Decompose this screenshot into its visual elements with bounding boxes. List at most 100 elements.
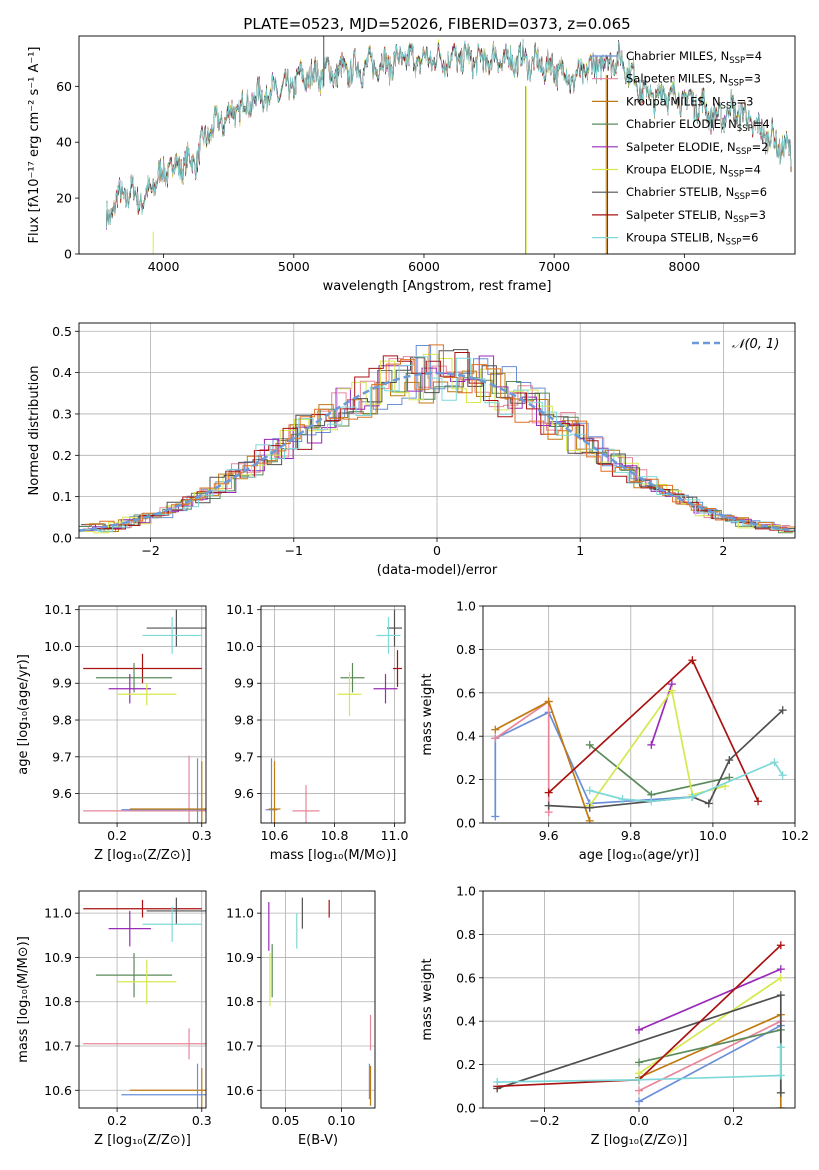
x-tick-label: 8000 <box>668 259 700 274</box>
mass-age-plot-area <box>261 606 405 823</box>
legend-entry: Chabrier STELIB, NSSP=6 <box>626 185 767 202</box>
series-marker <box>776 941 785 950</box>
errorbar-point <box>393 650 402 687</box>
series-marker <box>776 1088 785 1097</box>
axes-frame <box>78 322 796 539</box>
axes-frame <box>78 605 207 824</box>
series-marker <box>776 991 785 1000</box>
x-tick-label: 10.0 <box>699 828 727 843</box>
series-marker <box>635 1086 643 1095</box>
histogram-series <box>79 353 795 534</box>
x-axis-label: age [log₁₀(age/yr)] <box>579 848 700 863</box>
spectrum-chart: 4000 5000 6000 7000 8000 0 20 40 60 wavelength [A… <box>27 35 796 294</box>
x-tick-label: 10.6 <box>261 828 289 843</box>
series-marker <box>585 740 594 749</box>
series-line-salpeter-miles <box>494 699 550 813</box>
y-tick-label: 9.6 <box>52 786 72 801</box>
series-marker <box>544 788 553 797</box>
ebv-mass-plot-area <box>261 891 375 1108</box>
y-tick-label: 10.7 <box>226 1039 254 1054</box>
series-line-kroupa-miles <box>494 700 591 822</box>
errorbar-point <box>83 653 202 684</box>
errorbar-point <box>387 609 402 647</box>
y-tick-label: 9.8 <box>52 713 72 728</box>
legend-entry: Salpeter STELIB, NSSP=3 <box>626 208 766 225</box>
x-tick-label: 0.2 <box>724 1113 744 1128</box>
errorbar-point <box>340 663 365 693</box>
series-line-kroupa-miles <box>638 1013 782 1108</box>
y-tick-label: 9.9 <box>234 676 254 691</box>
y-tick-label: 10.0 <box>226 639 254 654</box>
x-tick-label: 2 <box>719 543 727 558</box>
y-tick-label: 0.8 <box>456 927 476 942</box>
x-tick-label: 9.8 <box>621 828 641 843</box>
series-marker <box>544 801 553 810</box>
y-tick-label: 9.8 <box>234 713 254 728</box>
x-tick-label: 1 <box>576 543 584 558</box>
errorbar-point <box>292 785 320 823</box>
y-tick-label: 0.4 <box>52 365 72 380</box>
y-tick-label: 10.0 <box>44 639 72 654</box>
series-line-chabrier-miles <box>638 1024 782 1103</box>
y-tick-label: 10.8 <box>226 994 254 1009</box>
series-line-chabrier-elodie <box>589 744 730 796</box>
x-axis-label: mass [log₁₀(M/M⊙)] <box>270 848 397 863</box>
y-axis-label: mass [log₁₀(M/M⊙)] <box>16 936 31 1063</box>
series-marker <box>647 797 656 806</box>
x-tick-label: 4000 <box>148 259 180 274</box>
legend-entry: Chabrier MILES, NSSP=4 <box>626 49 762 66</box>
z-age-chart: 0.2 0.3 9.6 9.7 9.8 9.9 10.0 10.1 Z [log₁₀(Z/Z⊙)… <box>16 602 212 863</box>
spectrum-line-chabrier-elodie <box>106 39 792 230</box>
series-marker <box>776 1071 785 1080</box>
y-tick-label: 0.0 <box>456 1101 476 1116</box>
errorbar-point <box>117 683 177 706</box>
mass-age-chart: 10.6 10.8 11.0 9.6 9.7 9.8 9.9 10.0 10.1 mass [lo… <box>226 602 408 863</box>
errorbar-point <box>268 761 281 823</box>
legend-entry: Kroupa ELODIE, NSSP=4 <box>626 163 761 180</box>
series-marker <box>618 795 627 804</box>
errorbar-point <box>376 617 401 654</box>
errorbar-point <box>95 663 173 693</box>
x-tick-label: 0.3 <box>192 828 212 843</box>
series-marker <box>688 656 697 665</box>
axes-frame <box>260 605 406 824</box>
series-marker <box>704 799 713 808</box>
x-tick-label: 6000 <box>408 259 440 274</box>
y-tick-label: 40 <box>56 135 72 150</box>
errorbar-point <box>129 1068 206 1108</box>
series-marker <box>635 1058 643 1067</box>
x-tick-label: −1 <box>285 543 303 558</box>
x-axis-label: wavelength [Angstrom, rest frame] <box>323 279 552 294</box>
z-mass-chart: 0.2 0.3 10.6 10.7 10.8 10.9 11.0 Z [log₁₀(Z/Z⊙)… <box>16 890 212 1148</box>
y-axis-label: age [log₁₀(age/yr)] <box>16 654 31 775</box>
z-massweight-plot-area <box>483 891 795 1108</box>
x-tick-label: 7000 <box>538 259 570 274</box>
legend-entry: 𝒩(0, 1) <box>732 337 779 352</box>
series-marker <box>770 758 779 767</box>
series-marker <box>491 734 500 743</box>
y-tick-label: 0 <box>64 247 72 262</box>
y-tick-label: 0.0 <box>456 816 476 831</box>
x-axis-label: Z [log₁₀(Z/Z⊙)] <box>94 1133 191 1148</box>
spectrum-plot-area <box>106 36 792 254</box>
y-tick-label: 0.3 <box>52 406 72 421</box>
series-marker <box>585 816 594 823</box>
errorbar-point <box>83 755 206 823</box>
figure-title: PLATE=0523, MJD=52026, FIBERID=0373, z=0… <box>243 15 630 33</box>
y-tick-label: 0.6 <box>456 685 476 700</box>
y-tick-label: 9.9 <box>52 676 72 691</box>
series-marker <box>635 1025 643 1034</box>
series-marker <box>776 965 785 974</box>
y-tick-label: 0.2 <box>456 772 476 787</box>
x-tick-label: 0 <box>433 543 441 558</box>
series-marker <box>688 792 697 801</box>
legend-entry: Salpeter MILES, NSSP=3 <box>626 72 761 89</box>
axes-frame <box>78 35 796 255</box>
x-axis-label: (data-model)/error <box>377 563 498 578</box>
errorbar-point <box>108 910 151 947</box>
errorbar-point <box>117 959 177 1004</box>
y-tick-label: 0.0 <box>52 531 72 546</box>
axes-frame <box>260 890 376 1109</box>
errorbar-point <box>146 609 206 647</box>
